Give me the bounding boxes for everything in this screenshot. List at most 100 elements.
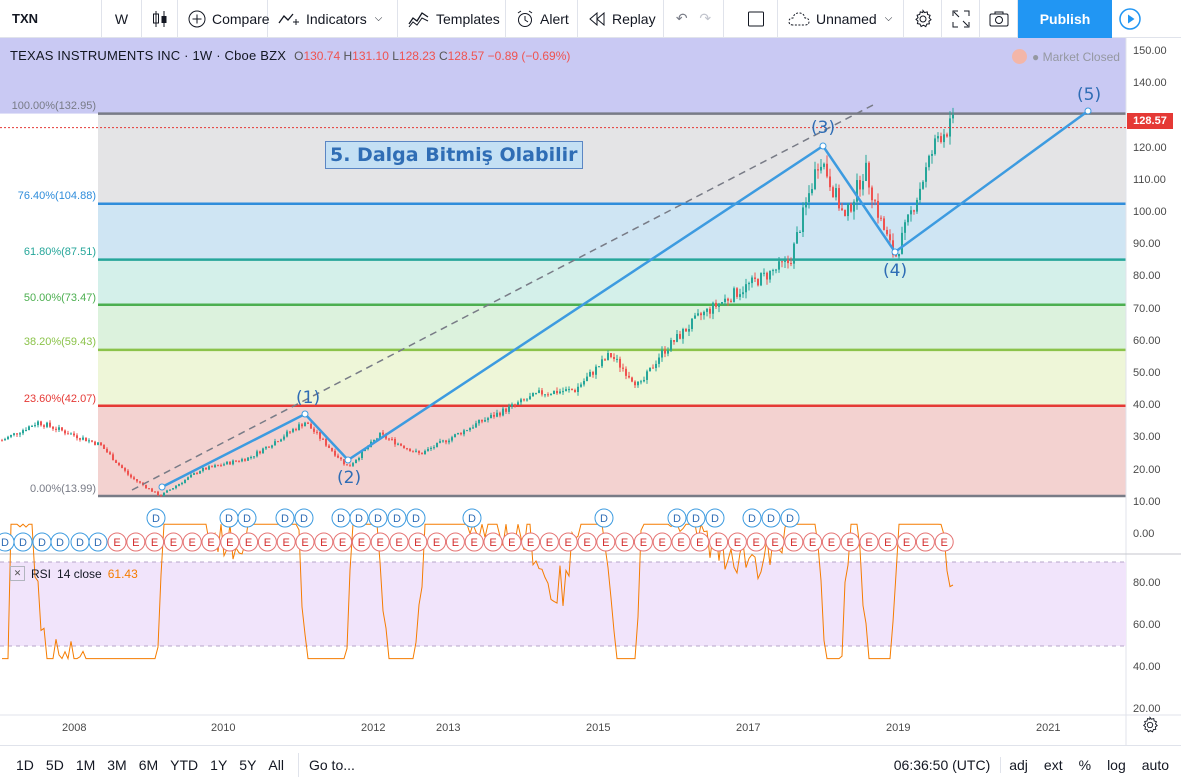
candle-body [886, 229, 888, 235]
adj-toggle[interactable]: adj [1009, 757, 1028, 773]
event-marker [50, 532, 70, 552]
collapse-icon[interactable]: ✕ [10, 566, 25, 581]
fullscreen-button[interactable] [942, 0, 980, 38]
candle-body [436, 442, 438, 448]
range-5y[interactable]: 5Y [239, 756, 257, 773]
wave-pivot [819, 142, 827, 150]
redo-icon[interactable]: ↷ [699, 10, 712, 26]
indicators-button[interactable]: Indicators ⌵ [268, 0, 398, 38]
range-1m[interactable]: 1M [75, 756, 96, 773]
price-tick: 20.00 [1133, 464, 1161, 476]
candle-body [505, 408, 507, 412]
candle-body [841, 208, 843, 211]
event-marker-label: E [433, 537, 440, 549]
candle-body [442, 440, 444, 442]
event-marker [746, 532, 766, 552]
range-ytd[interactable]: YTD [170, 756, 199, 773]
clock-timezone[interactable]: 06:36:50 (UTC) [886, 757, 1002, 773]
templates-button[interactable]: Templates [398, 0, 506, 38]
candle-body [91, 440, 93, 442]
candle-body [916, 199, 918, 212]
candle-body [352, 463, 354, 466]
chart-settings-button[interactable] [1141, 716, 1159, 739]
candle-body [1, 440, 3, 442]
candle-body [793, 243, 795, 264]
candle-body [382, 432, 384, 435]
range-5d[interactable]: 5D [45, 756, 64, 773]
candle-body [322, 438, 324, 440]
play-button[interactable] [1112, 0, 1148, 38]
event-marker [558, 532, 578, 552]
candle-body [751, 277, 753, 284]
candle-body [508, 406, 510, 412]
candle-body [205, 467, 207, 470]
candle-body [712, 302, 714, 314]
candle-body [346, 464, 348, 466]
event-marker [333, 532, 353, 552]
layout-menu[interactable]: Unnamed ⌵ [778, 0, 904, 38]
interval-button[interactable]: W [102, 0, 142, 38]
publish-button[interactable]: Publish [1018, 0, 1112, 38]
event-marker-label: E [922, 537, 929, 549]
candle-body [907, 214, 909, 223]
range-all[interactable]: All [268, 756, 284, 773]
candle-body [730, 300, 732, 302]
fullscreen-layout-button[interactable] [734, 0, 778, 38]
chart-annotation-text[interactable]: 5. Dalga Bitmiş Olabilir [325, 141, 583, 169]
event-marker [727, 532, 747, 552]
undo-icon[interactable]: ↶ [675, 10, 688, 26]
candle-body [88, 440, 90, 442]
range-1d[interactable]: 1D [16, 756, 34, 773]
price-tick: 90.00 [1133, 238, 1161, 250]
time-tick: 2012 [361, 722, 386, 734]
event-marker [408, 532, 428, 552]
camera-icon [989, 11, 1008, 26]
alert-button[interactable]: Alert [506, 0, 578, 38]
percent-toggle[interactable]: % [1078, 757, 1092, 773]
event-marker-label: E [283, 537, 290, 549]
replay-button[interactable]: Replay [578, 0, 664, 38]
auto-toggle[interactable]: auto [1141, 757, 1169, 773]
wave-label-3: (3) [811, 118, 836, 138]
candle-body [391, 438, 393, 440]
candle-body [766, 272, 768, 280]
event-marker [349, 508, 369, 528]
symbol-search[interactable]: TXN [0, 0, 102, 38]
candle-body [403, 445, 405, 449]
price-tick: 70.00 [1133, 303, 1161, 315]
candle-body [433, 447, 435, 449]
chart-type-button[interactable] [142, 0, 178, 38]
event-marker-label: E [753, 537, 760, 549]
settings-button[interactable] [904, 0, 942, 38]
range-1y[interactable]: 1Y [210, 756, 228, 773]
event-marker [690, 532, 710, 552]
candle-body [673, 340, 675, 342]
rsi-tick: 40.00 [1133, 661, 1161, 673]
candle-body [739, 294, 741, 297]
event-marker [742, 508, 762, 528]
goto-button[interactable]: Go to... [308, 756, 355, 773]
event-marker [915, 532, 935, 552]
range-6m[interactable]: 6M [138, 756, 159, 773]
event-marker-label: D [692, 513, 700, 525]
candle-body [271, 445, 273, 448]
event-marker [596, 532, 616, 552]
ext-toggle[interactable]: ext [1043, 757, 1063, 773]
range-3m[interactable]: 3M [107, 756, 127, 773]
rsi-tick: 20.00 [1133, 703, 1161, 715]
event-marker-label: E [132, 537, 139, 549]
candle-body [571, 389, 573, 391]
candle-body [877, 200, 879, 218]
event-marker-label: D [355, 513, 363, 525]
snapshot-button[interactable] [980, 0, 1018, 38]
event-marker-label: E [865, 537, 872, 549]
time-tick: 2013 [436, 722, 461, 734]
candle-body [604, 359, 606, 361]
compare-button[interactable]: Compare [178, 0, 270, 38]
ohlc-values: O130.74 H131.10 L128.23 C128.57 −0.89 (−… [294, 48, 571, 63]
log-toggle[interactable]: log [1107, 757, 1126, 773]
candle-body [187, 477, 189, 480]
candle-body [592, 371, 594, 375]
event-marker-label: E [602, 537, 609, 549]
